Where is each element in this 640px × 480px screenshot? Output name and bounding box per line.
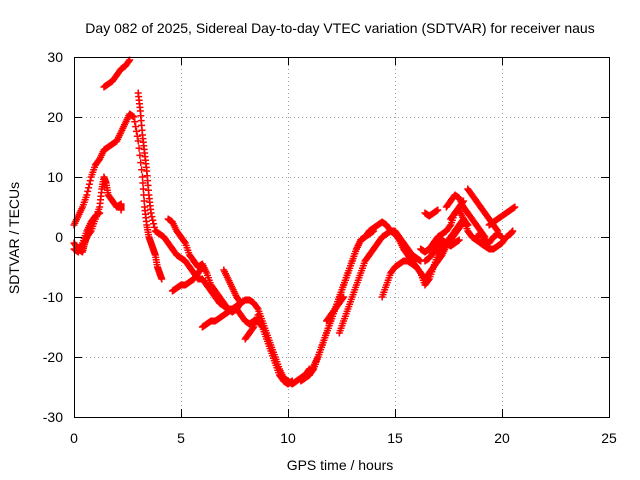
series-5 xyxy=(134,89,313,388)
data-point xyxy=(148,213,156,221)
data-point xyxy=(254,311,262,319)
series-18 xyxy=(421,206,442,220)
y-axis-label: SDTVAR / TECUs xyxy=(6,182,22,294)
y-tick-label: 10 xyxy=(47,169,63,185)
data-point xyxy=(416,268,424,276)
data-point xyxy=(86,177,94,185)
series-1 xyxy=(70,110,166,283)
x-tick-label: 0 xyxy=(70,430,78,446)
series-10 xyxy=(241,311,262,343)
data-point xyxy=(253,304,261,312)
grid-lines xyxy=(74,57,609,417)
y-tick-label: -10 xyxy=(43,289,63,305)
data-point xyxy=(134,137,142,145)
data-point xyxy=(135,144,143,152)
series-12 xyxy=(305,218,425,379)
x-tick-label: 20 xyxy=(494,430,510,446)
data-point xyxy=(340,293,348,301)
data-point xyxy=(150,220,158,228)
series-17 xyxy=(421,236,463,265)
x-tick-labels: 0 5 10 15 20 25 xyxy=(70,430,617,446)
data-point xyxy=(139,185,147,193)
data-point xyxy=(131,118,139,126)
data-point xyxy=(249,324,257,332)
y-tick-label: -20 xyxy=(43,349,63,365)
y-tick-labels: 30 20 10 0 -10 -20 -30 xyxy=(43,49,63,425)
series-22 xyxy=(477,227,517,253)
data-point xyxy=(136,151,144,159)
data-point xyxy=(446,222,454,230)
data-point xyxy=(132,127,140,135)
series-4 xyxy=(70,209,104,256)
data-point xyxy=(198,263,206,271)
y-tick-label: 20 xyxy=(47,109,63,125)
data-point xyxy=(133,132,141,140)
data-point xyxy=(339,294,347,302)
data-point xyxy=(180,238,188,246)
y-tick-label: 0 xyxy=(55,229,63,245)
data-point xyxy=(96,209,104,217)
data-point xyxy=(237,299,245,307)
series-15 xyxy=(378,215,472,301)
data-point xyxy=(149,216,157,224)
data-point xyxy=(137,159,145,167)
data-point xyxy=(132,123,140,131)
y-tick-label: 30 xyxy=(47,49,63,65)
series-21 xyxy=(464,185,502,235)
data-point xyxy=(85,180,93,188)
data-point xyxy=(236,298,244,306)
x-tick-label: 15 xyxy=(387,430,403,446)
series-13 xyxy=(323,293,348,325)
series-7 xyxy=(168,263,206,295)
data-point xyxy=(198,264,206,272)
data-point xyxy=(455,236,463,244)
data-point xyxy=(140,197,148,205)
series-24 xyxy=(472,230,506,247)
y-tick-label: -30 xyxy=(43,409,63,425)
data-point xyxy=(138,166,146,174)
data-point xyxy=(511,203,519,211)
data-point xyxy=(138,173,146,181)
series-6 xyxy=(164,215,296,388)
data-point xyxy=(130,113,138,121)
data-point xyxy=(150,223,158,231)
data-points xyxy=(70,56,519,388)
axis-ticks xyxy=(74,57,610,418)
data-point xyxy=(288,377,296,385)
data-point xyxy=(434,206,442,214)
series-2 xyxy=(100,56,134,91)
data-point xyxy=(84,187,92,195)
series-9 xyxy=(220,266,245,307)
data-point xyxy=(424,276,432,284)
data-point xyxy=(139,179,147,187)
chart-title: Day 082 of 2025, Sidereal Day-to-day VTE… xyxy=(85,20,594,36)
data-point xyxy=(125,57,133,65)
data-point xyxy=(158,275,166,283)
data-point xyxy=(147,209,155,217)
data-point xyxy=(117,206,125,214)
data-point xyxy=(509,227,517,235)
data-point xyxy=(498,233,506,241)
x-tick-label: 10 xyxy=(280,430,296,446)
data-point xyxy=(83,191,91,199)
x-tick-label: 25 xyxy=(601,430,617,446)
data-point xyxy=(85,184,93,192)
series-23 xyxy=(485,203,519,229)
x-axis-label: GPS time / hours xyxy=(287,457,394,473)
x-tick-label: 5 xyxy=(177,430,185,446)
data-point xyxy=(257,322,265,330)
